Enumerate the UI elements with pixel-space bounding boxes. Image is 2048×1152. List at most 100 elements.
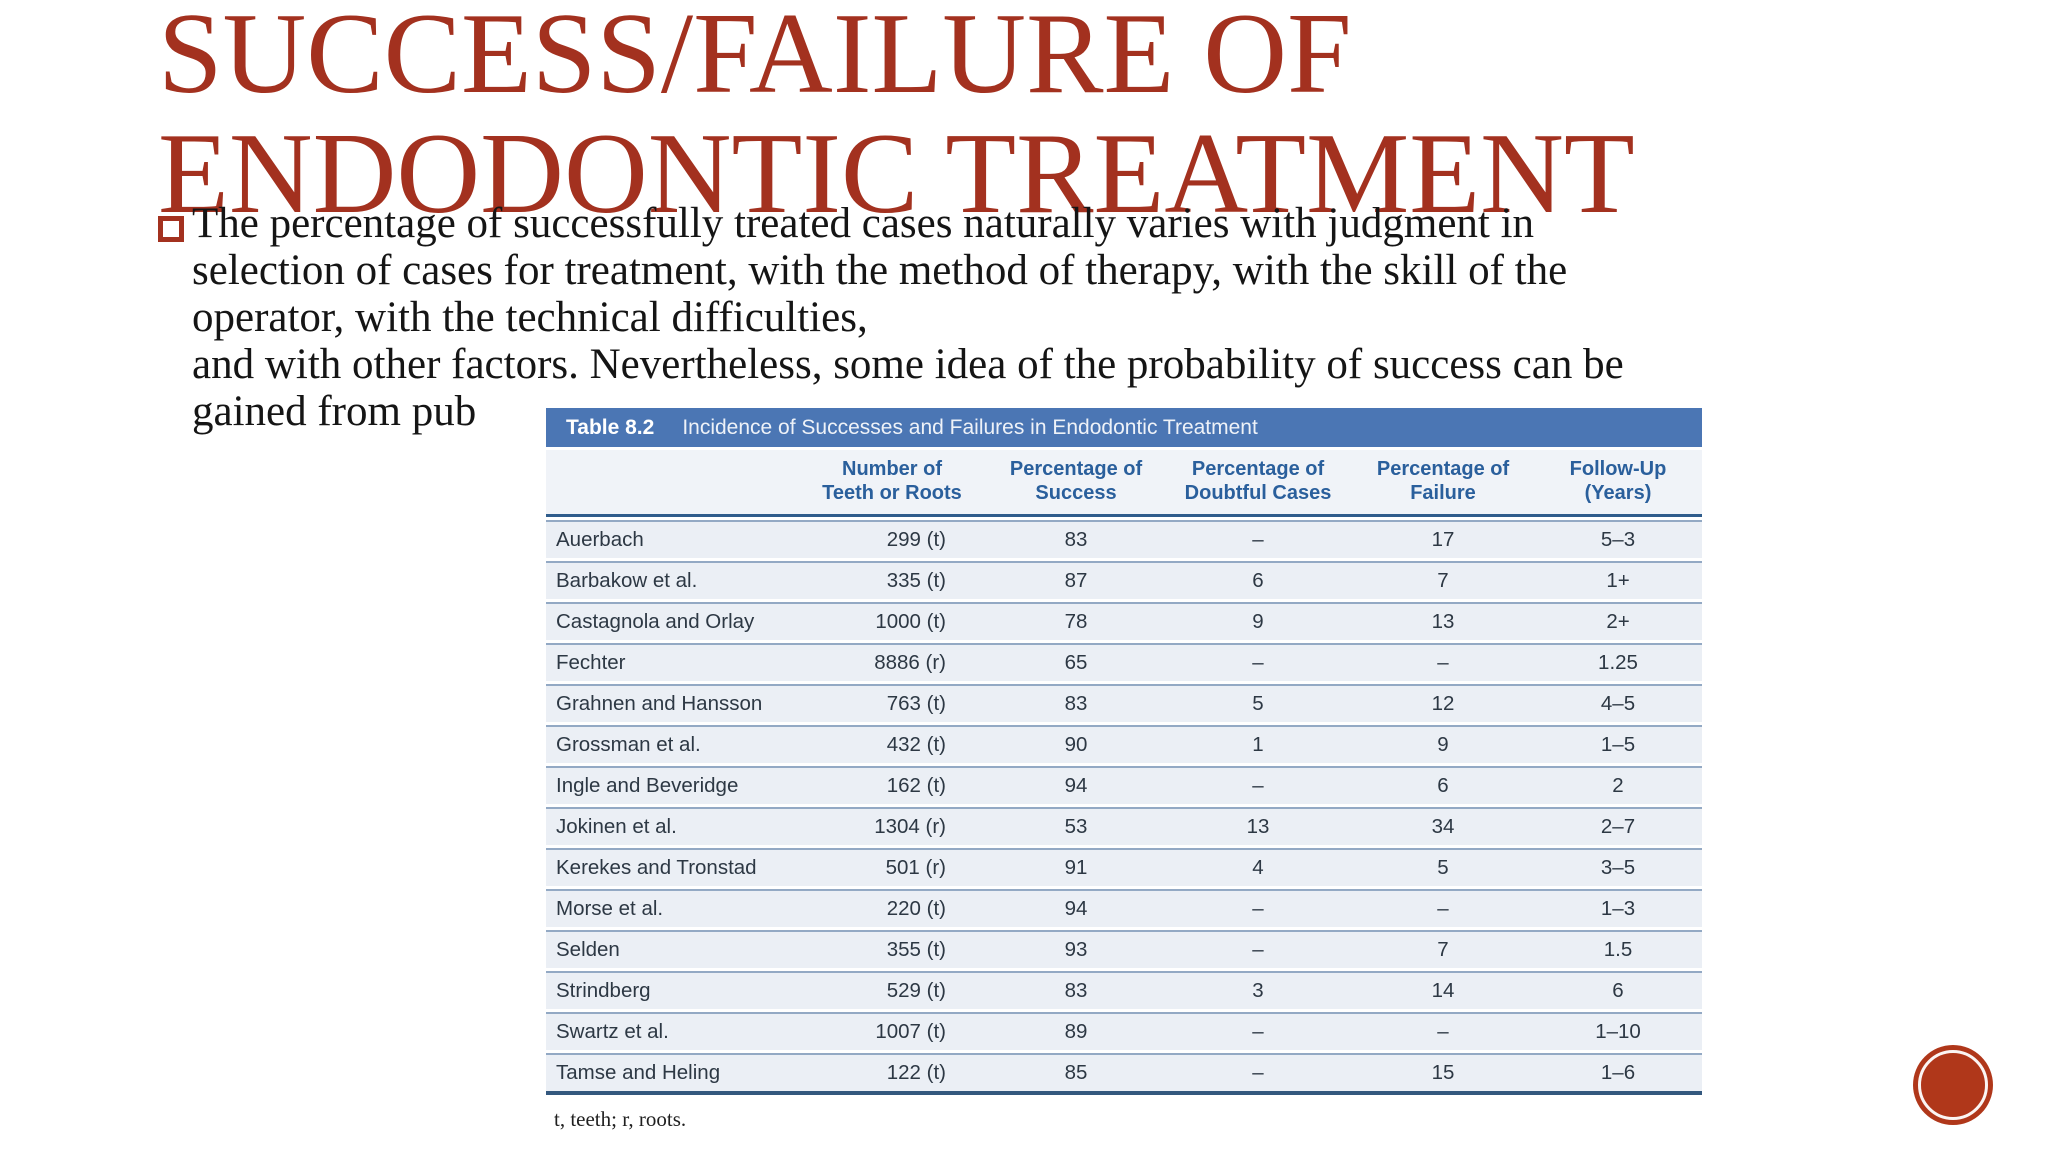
value-cell: 83 bbox=[988, 684, 1164, 722]
value-cell: 34 bbox=[1352, 807, 1534, 845]
author-cell: Barbakow et al. bbox=[546, 561, 796, 599]
value-cell: 220 (t) bbox=[796, 889, 988, 927]
value-cell: 90 bbox=[988, 725, 1164, 763]
table-row: Ingle and Beveridge 162 (t) 94–6 2 bbox=[546, 766, 1702, 804]
value-cell: 13 bbox=[1352, 602, 1534, 640]
table-footnote: t, teeth; r, roots. bbox=[554, 1107, 687, 1131]
value-cell: 1304 (r) bbox=[796, 807, 988, 845]
value-cell: 432 (t) bbox=[796, 725, 988, 763]
table-row: Grahnen and Hansson 763 (t) 83 5 12 4–5 bbox=[546, 684, 1702, 722]
author-cell: Jokinen et al. bbox=[546, 807, 796, 845]
column-header: Follow-Up (Years) bbox=[1534, 450, 1702, 517]
value-cell: – bbox=[1164, 930, 1352, 968]
badge-circle-icon bbox=[1913, 1045, 1993, 1125]
table-body: Auerbach 299 (t) 83–17 5–3 Barbakow et al. 33… bbox=[546, 520, 1702, 1095]
value-cell: – bbox=[1164, 766, 1352, 804]
body-line: operator, with the technical difficultie… bbox=[192, 294, 868, 341]
value-cell: 9 bbox=[1352, 725, 1534, 763]
table-row: Tamse and Heling 122 (t) 85–15 1–6 bbox=[546, 1053, 1702, 1095]
value-cell: 1 bbox=[1164, 725, 1352, 763]
table-row: Jokinen et al. 1304 (r) 53 13 34 2–7 bbox=[546, 807, 1702, 845]
value-cell: 335 (t) bbox=[796, 561, 988, 599]
value-cell: 1–5 bbox=[1534, 725, 1702, 763]
value-cell: 1007 (t) bbox=[796, 1012, 988, 1050]
value-cell: 87 bbox=[988, 561, 1164, 599]
author-cell: Auerbach bbox=[546, 520, 796, 558]
value-cell: 1–10 bbox=[1534, 1012, 1702, 1050]
value-cell: 299 (t) bbox=[796, 520, 988, 558]
value-cell: 162 (t) bbox=[796, 766, 988, 804]
value-cell: 13 bbox=[1164, 807, 1352, 845]
value-cell: 5 bbox=[1352, 848, 1534, 886]
value-cell: 15 bbox=[1352, 1053, 1534, 1095]
table-caption-bar: Table 8.2 Incidence of Successes and Fai… bbox=[546, 408, 1702, 447]
value-cell: 1–3 bbox=[1534, 889, 1702, 927]
column-header: Percentage of Doubtful Cases bbox=[1164, 450, 1352, 517]
author-cell: Grahnen and Hansson bbox=[546, 684, 796, 722]
author-cell: Swartz et al. bbox=[546, 1012, 796, 1050]
table-row: Auerbach 299 (t) 83–17 5–3 bbox=[546, 520, 1702, 558]
value-cell: 7 bbox=[1352, 930, 1534, 968]
value-cell: – bbox=[1164, 889, 1352, 927]
value-cell: 9 bbox=[1164, 602, 1352, 640]
value-cell: 65 bbox=[988, 643, 1164, 681]
body-line: and with other factors. Nevertheless, so… bbox=[192, 341, 1624, 388]
author-cell: Ingle and Beveridge bbox=[546, 766, 796, 804]
body-line: selection of cases for treatment, with t… bbox=[192, 247, 1568, 294]
value-cell: 3–5 bbox=[1534, 848, 1702, 886]
table-row: Swartz et al. 1007 (t) 89– –1–10 bbox=[546, 1012, 1702, 1050]
author-cell: Fechter bbox=[546, 643, 796, 681]
value-cell: 17 bbox=[1352, 520, 1534, 558]
value-cell: 83 bbox=[988, 971, 1164, 1009]
value-cell: 93 bbox=[988, 930, 1164, 968]
value-cell: 4 bbox=[1164, 848, 1352, 886]
value-cell: 2 bbox=[1534, 766, 1702, 804]
table-caption-title: Incidence of Successes and Failures in E… bbox=[682, 415, 1258, 439]
value-cell: 1–6 bbox=[1534, 1053, 1702, 1095]
value-cell: 94 bbox=[988, 889, 1164, 927]
column-header bbox=[546, 450, 796, 517]
table-caption-label: Table 8.2 bbox=[566, 415, 655, 439]
value-cell: 2–7 bbox=[1534, 807, 1702, 845]
value-cell: 1000 (t) bbox=[796, 602, 988, 640]
slide-title: SUCCESS/FAILURE OF ENDODONTIC TREATMENT bbox=[158, 0, 1998, 234]
author-cell: Strindberg bbox=[546, 971, 796, 1009]
value-cell: 1+ bbox=[1534, 561, 1702, 599]
author-cell: Morse et al. bbox=[546, 889, 796, 927]
slide-title-line2: ENDODONTIC TREATMENT bbox=[158, 110, 1635, 238]
value-cell: 4–5 bbox=[1534, 684, 1702, 722]
table-row: Barbakow et al. 335 (t) 87 6 7 1+ bbox=[546, 561, 1702, 599]
column-header: Percentage of Success bbox=[988, 450, 1164, 517]
table-row: Grossman et al. 432 (t) 90 1 9 1–5 bbox=[546, 725, 1702, 763]
data-table: Number of Teeth or Roots Percentage of Su… bbox=[546, 447, 1702, 1098]
value-cell: 1.5 bbox=[1534, 930, 1702, 968]
value-cell: – bbox=[1352, 889, 1534, 927]
value-cell: 6 bbox=[1352, 766, 1534, 804]
table-row: Castagnola and Orlay 1000 (t) 78 9 13 2+ bbox=[546, 602, 1702, 640]
table-header-row: Number of Teeth or Roots Percentage of Su… bbox=[546, 450, 1702, 517]
author-cell: Castagnola and Orlay bbox=[546, 602, 796, 640]
body-line: gained from pub bbox=[192, 388, 477, 435]
table-row: Kerekes and Tronstad 501 (r) 91 4 5 3–5 bbox=[546, 848, 1702, 886]
value-cell: 2+ bbox=[1534, 602, 1702, 640]
slide-title-line1: SUCCESS/FAILURE OF bbox=[158, 0, 1352, 118]
value-cell: 1.25 bbox=[1534, 643, 1702, 681]
value-cell: – bbox=[1164, 520, 1352, 558]
column-header: Number of Teeth or Roots bbox=[796, 450, 988, 517]
value-cell: – bbox=[1352, 643, 1534, 681]
value-cell: – bbox=[1164, 643, 1352, 681]
bullet-square-icon bbox=[158, 216, 184, 242]
value-cell: 53 bbox=[988, 807, 1164, 845]
body-line: The percentage of successfully treated c… bbox=[192, 200, 1535, 247]
value-cell: 5–3 bbox=[1534, 520, 1702, 558]
value-cell: 763 (t) bbox=[796, 684, 988, 722]
value-cell: 501 (r) bbox=[796, 848, 988, 886]
value-cell: – bbox=[1164, 1053, 1352, 1095]
value-cell: 6 bbox=[1534, 971, 1702, 1009]
table-row: Fechter 8886 (r) 65– –1.25 bbox=[546, 643, 1702, 681]
value-cell: 5 bbox=[1164, 684, 1352, 722]
author-cell: Kerekes and Tronstad bbox=[546, 848, 796, 886]
value-cell: 83 bbox=[988, 520, 1164, 558]
value-cell: 122 (t) bbox=[796, 1053, 988, 1095]
